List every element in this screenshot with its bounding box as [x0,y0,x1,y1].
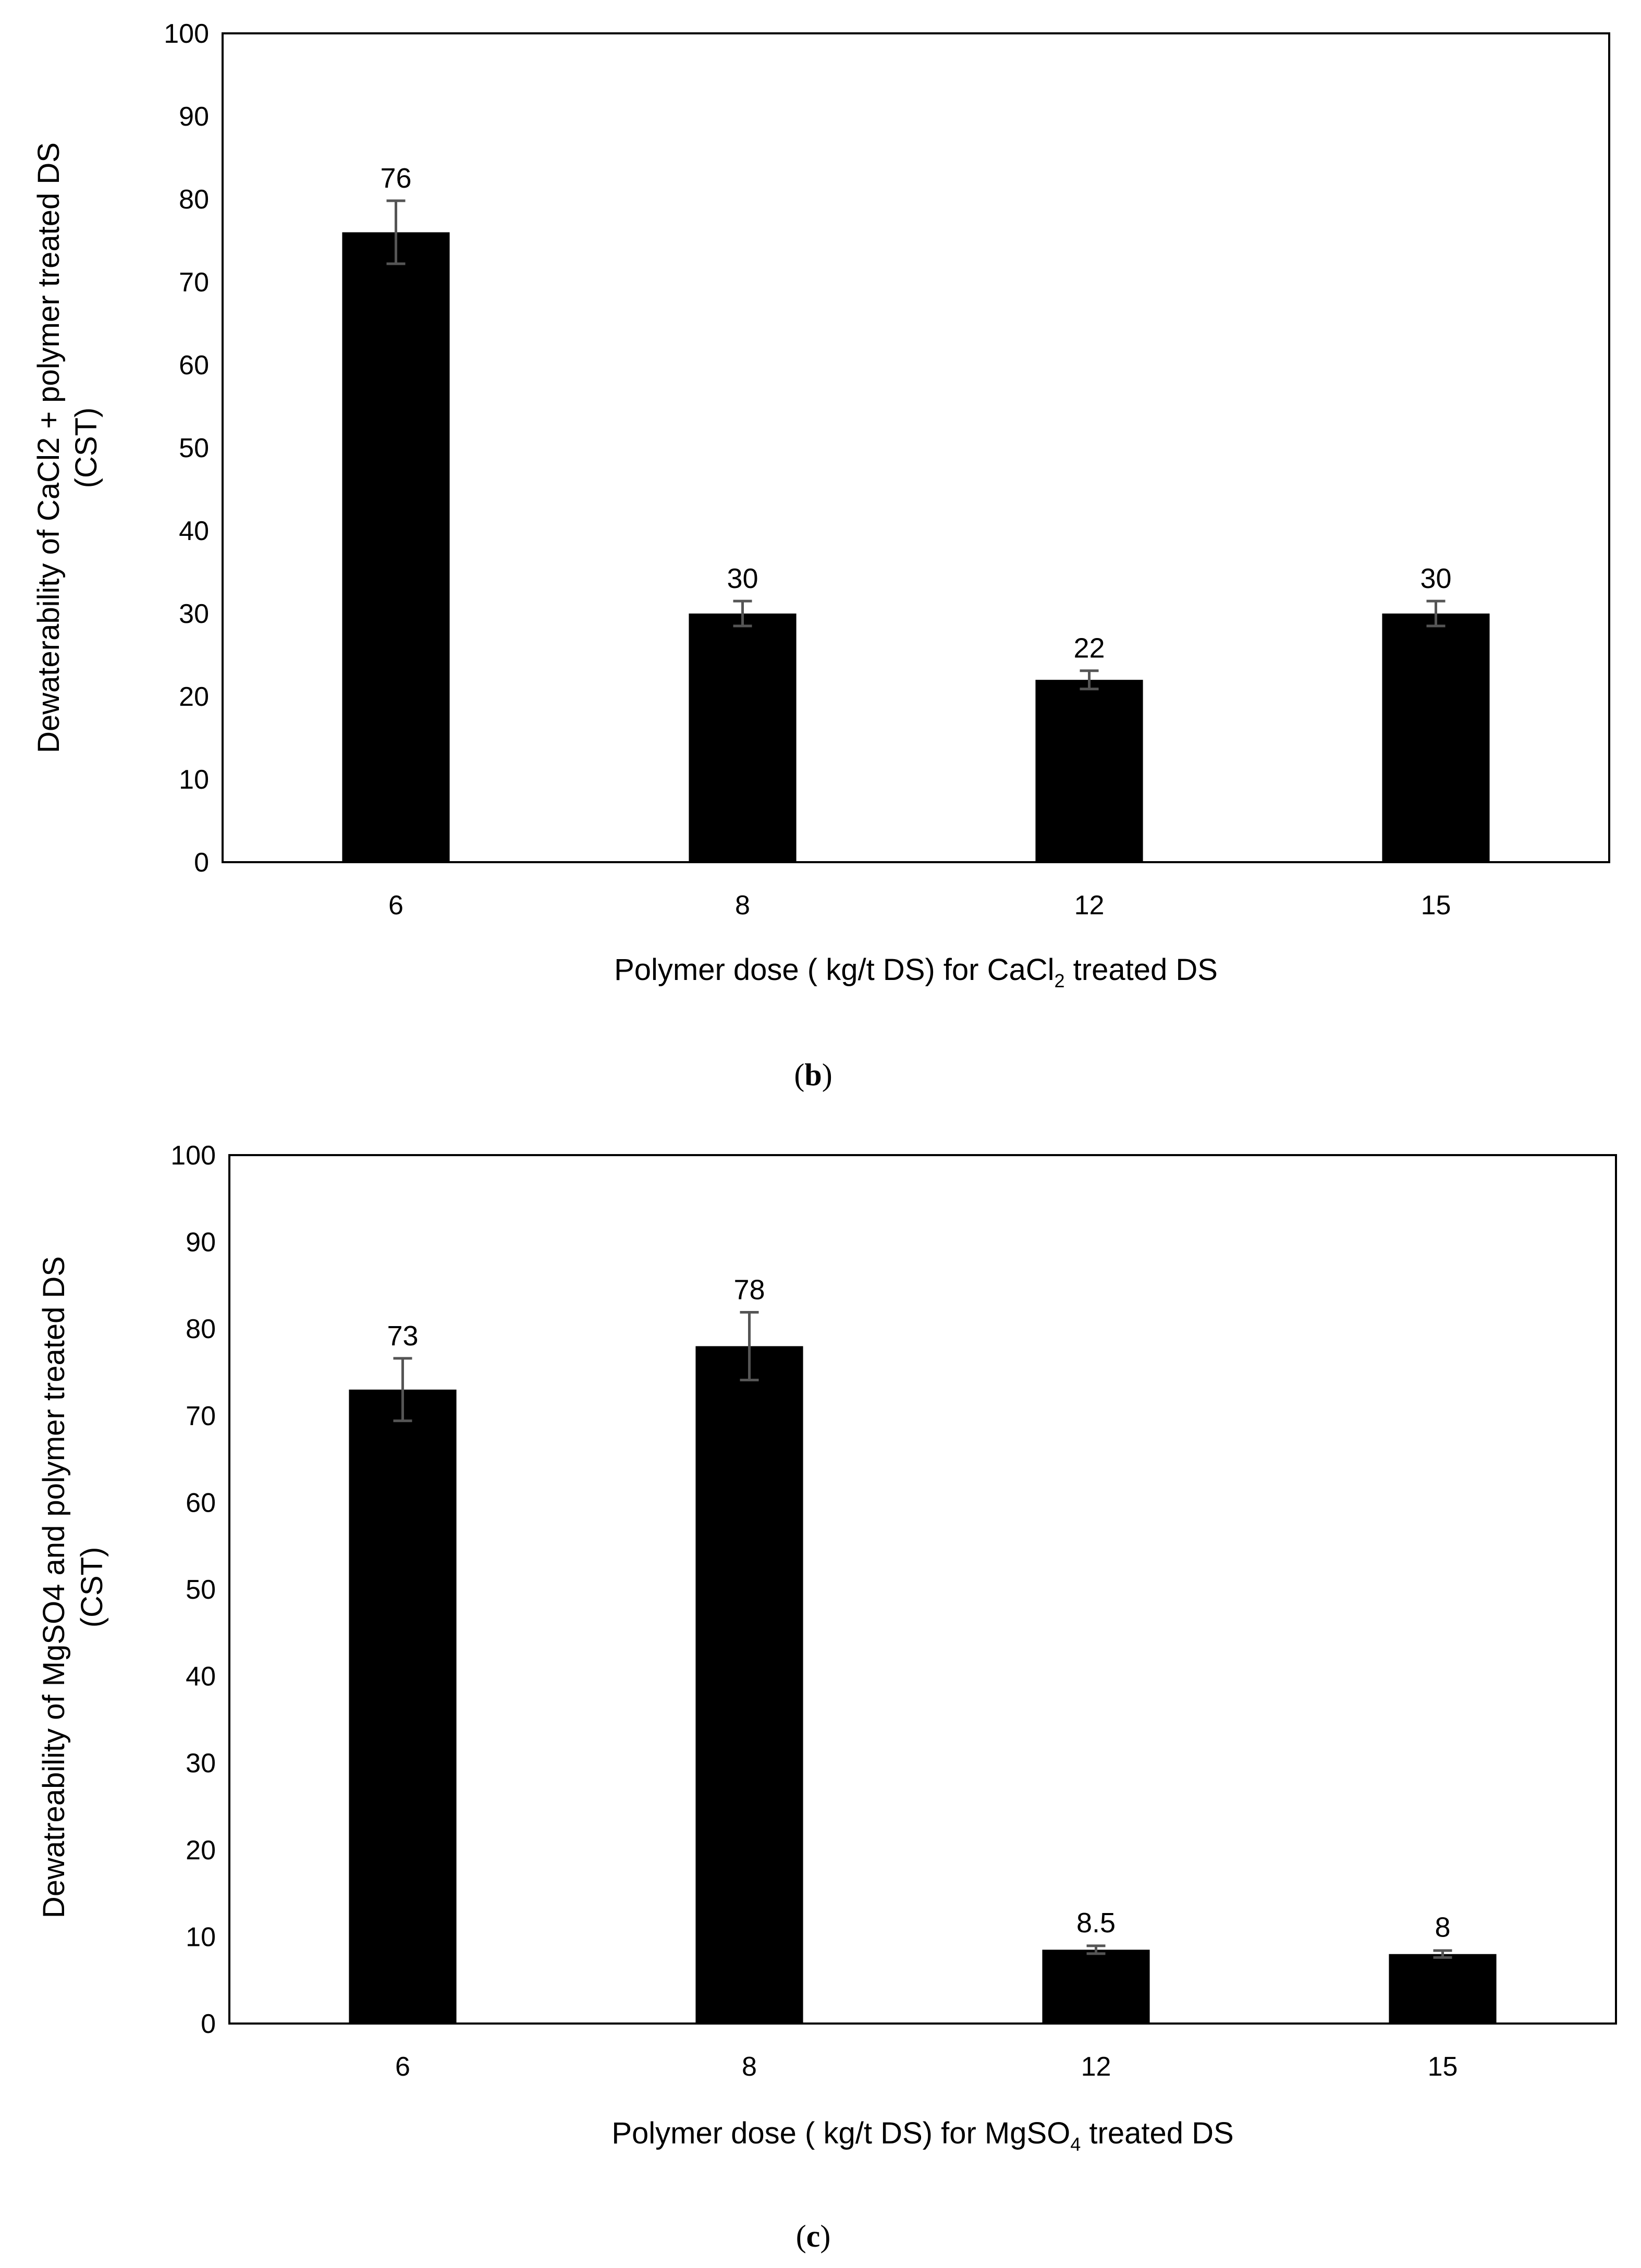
data-label: 30 [1420,563,1451,594]
y-tick-label: 10 [179,765,209,795]
y-axis-label-line-1: Dewaterability of CaCl2 + polymer treate… [32,142,66,753]
bars [342,232,1490,863]
x-tick-label: 15 [1421,890,1451,921]
error-bar [386,199,406,265]
x-tick-label: 8 [735,890,750,921]
error-bar [1086,1944,1106,1955]
y-axis-label-line-2: (CST) [75,1547,109,1628]
error-bars [393,1311,1452,1959]
y-tick-label: 70 [179,267,209,298]
chart-b: 0 10 20 30 40 50 60 70 80 90 100 76 30 22 30 6 8 12 15 P… [32,19,1610,1092]
x-axis-label: Polymer dose ( kg/t DS) for CaCl2 treate… [614,953,1218,991]
data-labels: 76 30 22 30 [380,163,1451,664]
y-tick-label: 100 [164,19,209,49]
data-label: 76 [380,163,411,194]
bar [349,1389,457,2024]
y-tick-label: 30 [179,599,209,629]
x-tick-label: 6 [388,890,403,921]
data-label: 22 [1073,633,1105,664]
bars [349,1346,1497,2024]
y-tick-label: 90 [179,102,209,132]
y-tick-label: 70 [186,1401,216,1431]
data-label: 8 [1435,1911,1450,1943]
y-tick-label: 30 [186,1748,216,1779]
y-tick-label: 80 [179,185,209,215]
y-axis-label-line-1: Dewatreability of MgSO4 and polymer trea… [37,1256,71,1918]
x-tick-label: 6 [395,2052,410,2082]
data-label: 78 [733,1274,765,1306]
error-bar [740,1311,759,1381]
error-bar [1433,1949,1452,1959]
x-tick-label: 15 [1428,2052,1458,2082]
plot-frame [228,1154,1617,2025]
y-axis-label: Dewatreability of MgSO4 and polymer trea… [37,1256,109,1918]
y-tick-label: 40 [179,516,209,546]
error-bar [393,1357,412,1423]
error-bar [733,599,752,628]
y-tick-label: 90 [186,1228,216,1258]
x-axis-label: Polymer dose ( kg/t DS) for MgSO4 treate… [611,2116,1233,2155]
y-axis-label-line-2: (CST) [69,408,103,488]
y-tick-label: 100 [170,1141,216,1171]
x-axis-ticks: 6 8 12 15 [388,890,1451,921]
y-tick-label: 20 [186,1835,216,1866]
bar [1042,1950,1150,2024]
bar [695,1346,803,2024]
y-tick-label: 80 [186,1314,216,1344]
bar [1389,1954,1497,2024]
bar [1035,680,1143,862]
x-tick-label: 12 [1074,890,1105,921]
data-label: 73 [387,1320,418,1352]
y-tick-label: 20 [179,682,209,712]
y-axis-ticks: 0 10 20 30 40 50 60 70 80 90 100 [164,19,209,878]
y-tick-label: 60 [179,350,209,381]
x-axis-ticks: 6 8 12 15 [395,2052,1458,2082]
x-tick-label: 12 [1081,2052,1111,2082]
error-bars [386,199,1446,691]
y-axis-label: Dewaterability of CaCl2 + polymer treate… [32,142,103,753]
panel-caption: (c) [796,2219,831,2253]
data-labels: 73 78 8.5 8 [387,1274,1450,1943]
data-label: 30 [727,563,758,594]
bar [1382,614,1490,862]
bar [342,232,450,863]
y-tick-label: 0 [201,2009,216,2039]
y-tick-label: 10 [186,1922,216,1952]
data-label: 8.5 [1076,1907,1116,1939]
error-bar [1426,599,1446,628]
x-tick-label: 8 [742,2052,757,2082]
y-tick-label: 50 [186,1575,216,1605]
y-axis-ticks: 0 10 20 30 40 50 60 70 80 90 100 [170,1141,216,2039]
bar [689,614,797,862]
plot-frame [222,32,1610,863]
y-tick-label: 50 [179,433,209,463]
y-tick-label: 0 [194,848,209,878]
y-tick-label: 40 [186,1662,216,1692]
error-bar [1080,669,1099,691]
chart-c: 0 10 20 30 40 50 60 70 80 90 100 73 78 8.5 8 6 8 12 15 P… [37,1141,1617,2253]
panel-caption: (b) [794,1058,832,1092]
y-tick-label: 60 [186,1488,216,1518]
